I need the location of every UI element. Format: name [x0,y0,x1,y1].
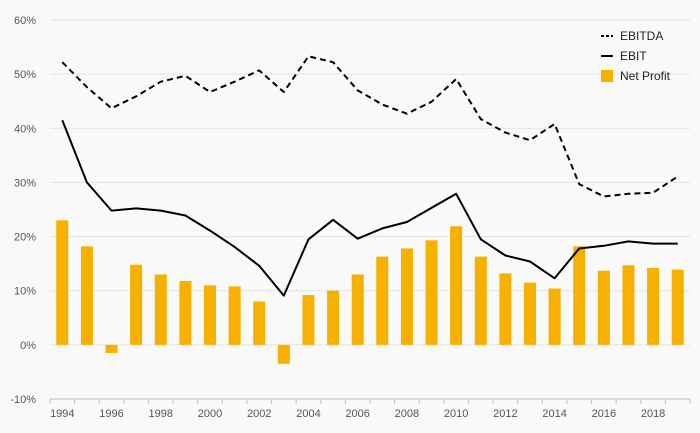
x-axis: 1994 1996 1998 2000 2002 2004 2006 2008 2010 2012… [49,398,691,420]
net-profit-bar [130,264,143,345]
net-profit-bar [450,226,463,345]
legend-swatch [601,70,613,82]
net-profit-bar [548,288,561,345]
line-series [61,55,679,297]
net-profit-bar [425,240,438,345]
x-tick-label: 2014 [542,408,566,420]
net-profit-bar [400,248,413,345]
x-tick-label: 2002 [247,408,271,420]
net-profit-bar [597,270,610,345]
x-tick-label: 2000 [198,408,222,420]
y-tick-label: 10% [14,286,36,298]
x-tick-label: 2004 [296,408,320,420]
legend-label: Net Profit [620,69,671,83]
y-axis-ticks: -10% 0% 10% 20% 30% 40% 50% 60% [10,15,36,406]
y-tick-label: 0% [20,340,36,352]
net-profit-bar [80,246,93,345]
x-tick-label: 2016 [592,408,616,420]
x-tick-label: 2012 [493,408,517,420]
x-tick-label: 1994 [50,408,74,420]
legend-item: Net Profit [601,69,671,83]
y-tick-label: 40% [14,123,36,135]
net-profit-bar [277,344,290,364]
legend-item: EBITDA [601,29,663,43]
net-profit-bar [154,274,167,345]
x-tick-label: 1996 [99,408,123,420]
ebit-line [61,119,678,297]
net-profit-bar [474,256,487,345]
net-profit-bar [327,290,340,345]
x-tick-label: 2018 [641,408,665,420]
y-tick-label: 20% [14,232,36,244]
x-tick-label: 2010 [444,408,468,420]
legend-item: EBIT [601,49,647,63]
net-profit-bar [376,256,389,345]
net-profit-bar [573,246,586,345]
y-tick-label: 50% [14,69,36,81]
net-profit-bar [647,267,660,345]
net-profit-bar [499,273,512,345]
net-profit-bar [524,282,536,345]
net-profit-bar [56,220,69,345]
net-profit-bar [253,301,266,345]
x-tick-label: 2008 [395,408,419,420]
y-tick-label: 60% [14,15,36,27]
net-profit-bar [204,285,216,345]
net-profit-bar [351,274,364,345]
legend-label: EBITDA [620,29,663,43]
net-profit-bars [56,220,684,364]
net-profit-bar [228,286,241,345]
x-tick-label: 2006 [345,408,369,420]
ebitda-line [61,55,679,198]
net-profit-bar [179,280,192,345]
net-profit-bar [671,269,684,345]
net-profit-bar [105,344,118,353]
y-tick-label: -10% [10,394,36,406]
gridlines [50,19,690,346]
legend-label: EBIT [620,49,647,63]
legend: EBITDA EBIT Net Profit [601,29,671,83]
net-profit-bar [622,265,635,345]
net-profit-bar [302,295,315,345]
y-tick-label: 30% [14,177,36,189]
x-tick-label: 1998 [149,408,173,420]
